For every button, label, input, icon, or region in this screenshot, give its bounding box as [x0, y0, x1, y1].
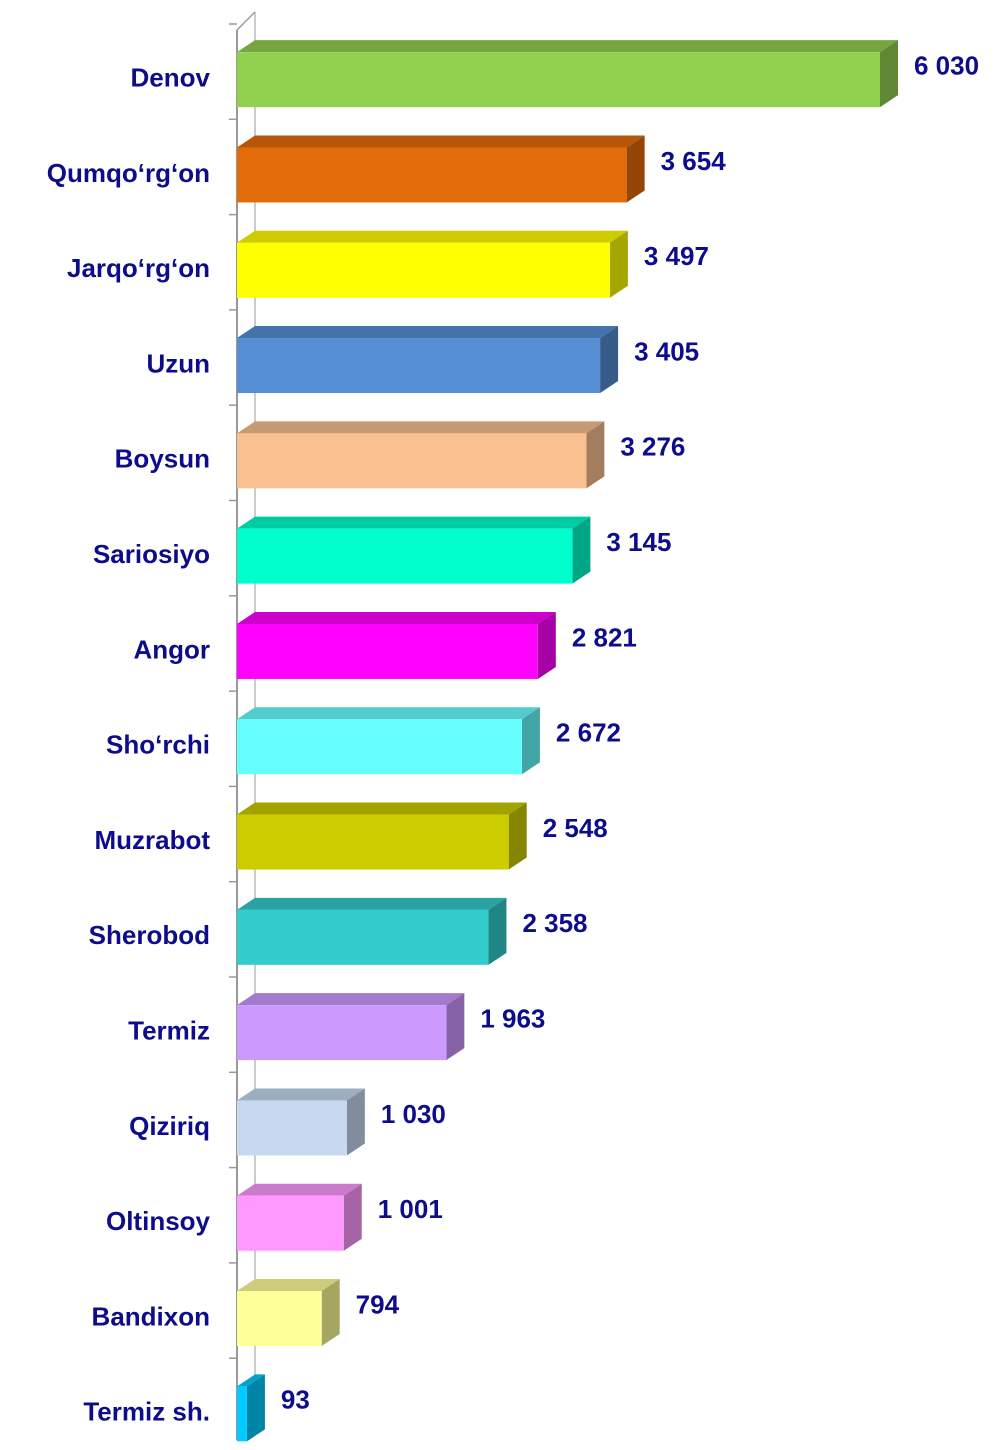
category-label: Termiz — [128, 1016, 210, 1046]
bar-side — [626, 135, 645, 203]
bar-side — [246, 1374, 265, 1442]
bar — [237, 814, 509, 870]
value-label: 3 497 — [644, 241, 709, 271]
category-label: Sariosiyo — [93, 539, 210, 569]
bar-top — [237, 993, 465, 1006]
bar-top — [237, 707, 540, 720]
category-label: Muzrabot — [94, 825, 210, 855]
category-label: Bandixon — [92, 1301, 210, 1331]
value-label: 794 — [356, 1289, 400, 1319]
bar — [237, 1386, 247, 1442]
category-label: Termiz sh. — [83, 1397, 210, 1427]
value-label: 1 963 — [480, 1004, 545, 1034]
bar-side — [521, 707, 540, 775]
value-label: 3 276 — [620, 432, 685, 462]
bar — [237, 528, 573, 584]
bar-side — [609, 230, 628, 298]
bar-top — [237, 1183, 362, 1196]
bar-side — [343, 1183, 362, 1251]
bar-top — [237, 611, 556, 624]
category-label: Jarqo‘rg‘on — [67, 253, 210, 283]
bar-top — [237, 897, 507, 910]
bar — [237, 1291, 322, 1347]
value-label: 3 654 — [661, 146, 727, 176]
bar — [237, 147, 627, 203]
bar-top — [237, 516, 591, 529]
bar — [237, 719, 522, 775]
bar-top — [237, 135, 645, 148]
category-label: Sherobod — [89, 920, 210, 950]
value-label: 3 405 — [634, 336, 699, 366]
value-label: 2 358 — [522, 908, 587, 938]
bar-side — [446, 993, 465, 1061]
bar — [237, 1100, 347, 1156]
category-label: Qumqo‘rg‘on — [47, 158, 210, 188]
bar-top — [237, 1088, 365, 1101]
category-label: Qiziriq — [129, 1111, 210, 1141]
bar-side — [488, 897, 507, 965]
category-label: Oltinsoy — [106, 1206, 211, 1236]
value-label: 1 001 — [378, 1194, 443, 1224]
bar — [237, 338, 601, 394]
bar-side — [586, 421, 605, 489]
bar-side — [508, 802, 527, 870]
bar — [237, 1195, 344, 1251]
category-label: Angor — [133, 634, 210, 664]
category-label: Denov — [131, 63, 211, 93]
value-label: 1 030 — [381, 1099, 446, 1129]
category-label: Uzun — [146, 348, 210, 378]
bar — [237, 52, 880, 108]
bar — [237, 623, 538, 679]
bar-side — [880, 40, 898, 108]
category-label: Boysun — [115, 444, 210, 474]
bar — [237, 242, 610, 298]
bar-side — [600, 326, 619, 394]
bar-top — [237, 230, 628, 243]
axis-wall — [236, 11, 256, 31]
bar — [237, 433, 587, 489]
value-label: 2 821 — [572, 622, 637, 652]
bar-side — [537, 611, 556, 679]
bar-side — [321, 1279, 340, 1347]
bar-top — [237, 1279, 340, 1292]
bar-top — [237, 802, 527, 815]
bar-top — [237, 40, 898, 53]
bar-side — [346, 1088, 365, 1156]
value-label: 2 672 — [556, 718, 621, 748]
value-label: 2 548 — [543, 813, 608, 843]
value-label: 3 145 — [606, 527, 671, 557]
bar-top — [237, 326, 619, 339]
bar-top — [237, 1374, 265, 1387]
bar — [237, 909, 489, 965]
bar-top — [237, 421, 605, 434]
value-label: 6 030 — [914, 51, 979, 81]
value-label: 93 — [281, 1385, 310, 1415]
bar-side — [572, 516, 591, 584]
bar — [237, 1005, 447, 1061]
category-label: Sho‘rchi — [106, 730, 210, 760]
